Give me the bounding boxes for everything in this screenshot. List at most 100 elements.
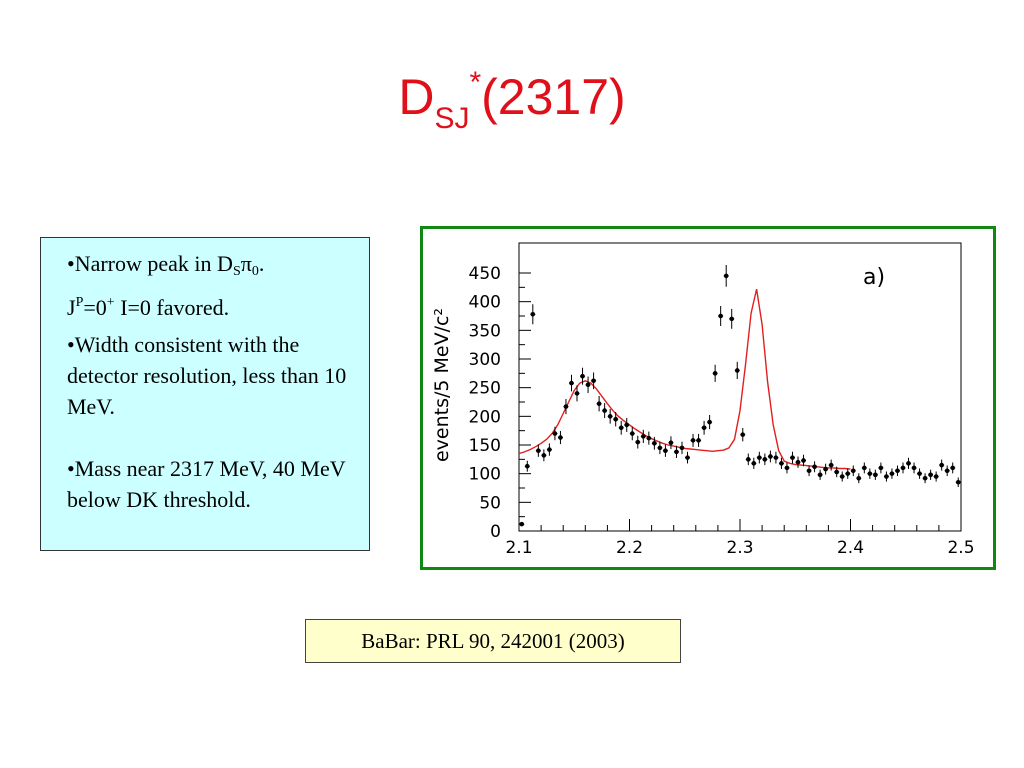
data-point <box>696 433 702 447</box>
bullet-1-sup-p: P <box>75 295 84 310</box>
chart-frame: 2.1 2.2 2.3 2.4 2.5 0 50 100 150 200 250 300 350 400 4… <box>420 226 996 570</box>
bullet-1-pi: π <box>240 251 252 276</box>
data-point <box>900 462 906 474</box>
data-point <box>872 469 878 480</box>
data-point <box>657 441 663 455</box>
data-point <box>607 409 613 424</box>
data-marker <box>806 468 812 474</box>
title-superscript: * <box>469 66 482 99</box>
bullet-1-text: •Narrow peak in D <box>67 251 233 276</box>
data-point <box>955 477 961 488</box>
plot-frame <box>518 242 962 532</box>
bullet-1: •Narrow peak in DSπ0. JP=0+ I=0 favored. <box>67 248 357 323</box>
y-tick-label: 100 <box>469 465 501 485</box>
x-tick-label: 2.5 <box>947 538 974 558</box>
data-marker <box>729 316 735 322</box>
title-rest: (2317) <box>481 69 626 125</box>
data-marker <box>884 474 889 479</box>
data-marker <box>696 438 701 443</box>
data-point <box>580 367 586 385</box>
data-marker <box>690 438 696 443</box>
x-tick-label: 2.1 <box>505 538 532 558</box>
y-tick-label: 0 <box>490 522 501 542</box>
bullet-1-rest: I=0 favored. <box>114 295 230 320</box>
data-point <box>894 465 900 477</box>
data-marker <box>569 380 574 386</box>
data-marker <box>834 469 839 475</box>
data-point <box>850 465 856 477</box>
data-marker <box>641 434 646 439</box>
data-marker <box>933 474 939 479</box>
title-subscript: SJ <box>434 102 470 135</box>
data-marker <box>817 472 823 478</box>
data-point <box>944 465 950 477</box>
data-point <box>823 463 829 475</box>
data-marker <box>679 445 685 451</box>
data-marker <box>524 463 530 469</box>
data-marker <box>795 459 801 465</box>
data-marker <box>685 455 690 460</box>
data-point <box>557 430 563 445</box>
data-point <box>624 417 630 432</box>
data-marker <box>917 471 922 476</box>
data-point <box>806 465 812 477</box>
data-point <box>939 459 945 471</box>
data-marker <box>900 465 906 471</box>
x-tick-label: 2.2 <box>616 538 643 558</box>
data-marker <box>547 447 552 452</box>
data-marker <box>607 414 613 419</box>
data-point <box>889 468 895 479</box>
data-point <box>563 398 569 415</box>
data-marker <box>613 416 618 422</box>
data-marker <box>812 464 817 470</box>
data-marker <box>950 465 956 471</box>
data-marker <box>563 404 569 409</box>
data-marker <box>580 373 585 379</box>
data-point <box>812 461 818 473</box>
data-point <box>718 306 724 326</box>
data-point <box>723 264 729 287</box>
data-marker <box>674 449 679 455</box>
data-point <box>867 468 873 479</box>
data-marker <box>591 378 596 384</box>
data-point <box>673 445 679 458</box>
data-point <box>651 436 657 450</box>
data-marker <box>922 475 928 481</box>
y-axis-label: events/5 MeV/c² <box>431 308 453 462</box>
data-point <box>729 308 735 329</box>
data-marker <box>657 445 663 451</box>
data-point <box>928 469 934 480</box>
data-marker <box>596 401 602 407</box>
data-marker <box>734 368 740 373</box>
bullet-1-sub-0: 0 <box>251 264 259 279</box>
data-point <box>745 453 751 466</box>
data-point <box>546 443 552 456</box>
data-point <box>856 473 862 484</box>
data-point <box>541 449 547 462</box>
data-point <box>778 457 784 469</box>
data-point <box>685 451 691 464</box>
bullet-box: •Narrow peak in DSπ0. JP=0+ I=0 favored. … <box>40 237 370 551</box>
bullet-1-end: . <box>258 251 265 276</box>
chart-ticks: 2.1 2.2 2.3 2.4 2.5 0 50 100 150 200 250 300 350 400 4… <box>469 264 975 558</box>
y-tick-label: 200 <box>469 407 501 427</box>
data-marker <box>850 468 856 474</box>
data-point <box>712 364 718 382</box>
data-point <box>668 436 674 450</box>
data-point <box>635 435 641 449</box>
title-main: D <box>398 69 435 125</box>
points-layer <box>519 264 961 527</box>
y-tick-label: 250 <box>469 379 501 399</box>
bullet-1-sup-plus: + <box>106 295 115 310</box>
data-marker <box>745 457 751 462</box>
data-marker <box>723 273 729 279</box>
data-point <box>834 466 840 478</box>
data-marker <box>828 462 834 468</box>
data-marker <box>873 472 878 478</box>
panel-label: a) <box>863 265 885 290</box>
data-point <box>751 457 757 469</box>
data-marker <box>663 448 668 454</box>
data-marker <box>635 439 641 445</box>
data-point <box>828 459 834 471</box>
bullet-2: •Width consistent with the detector reso… <box>67 332 347 419</box>
